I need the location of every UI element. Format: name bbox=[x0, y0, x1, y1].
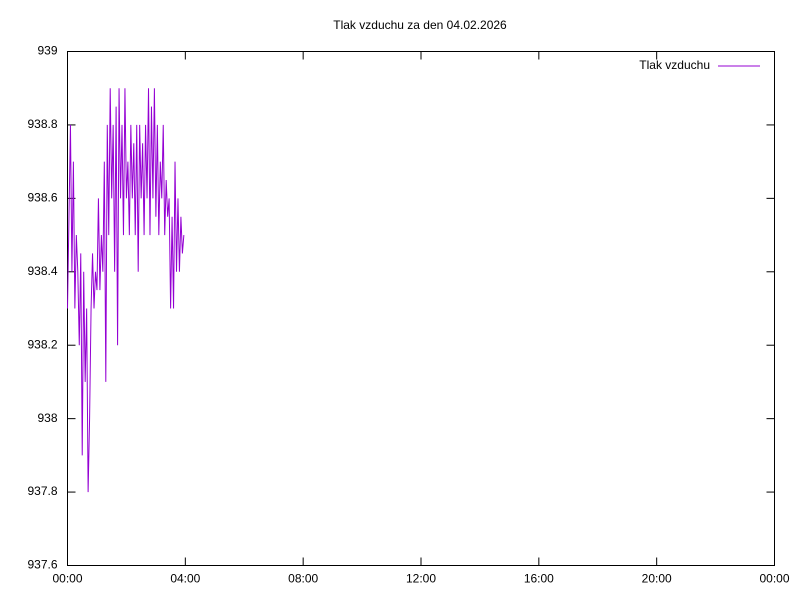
x-tick-label: 08:00 bbox=[288, 572, 318, 586]
x-tick-label: 16:00 bbox=[524, 572, 554, 586]
data-line bbox=[67, 88, 185, 493]
y-tick-label: 938.2 bbox=[27, 337, 57, 351]
y-tick-label: 938.8 bbox=[27, 117, 57, 131]
x-tick-label: 20:00 bbox=[642, 572, 672, 586]
y-tick-label: 937.8 bbox=[27, 484, 57, 498]
x-tick-label: 00:00 bbox=[52, 572, 82, 586]
x-tick-label: 04:00 bbox=[170, 572, 200, 586]
y-tick-label: 937.6 bbox=[27, 558, 57, 572]
y-tick-label: 939 bbox=[37, 44, 57, 58]
y-tick-label: 938.4 bbox=[27, 264, 57, 278]
chart-title: Tlak vzduchu za den 04.02.2026 bbox=[333, 18, 507, 32]
y-tick-label: 938 bbox=[37, 411, 57, 425]
legend-label: Tlak vzduchu bbox=[639, 58, 710, 72]
x-tick-label: 00:00 bbox=[759, 572, 789, 586]
y-tick-label: 938.6 bbox=[27, 191, 57, 205]
x-tick-label: 12:00 bbox=[406, 572, 436, 586]
